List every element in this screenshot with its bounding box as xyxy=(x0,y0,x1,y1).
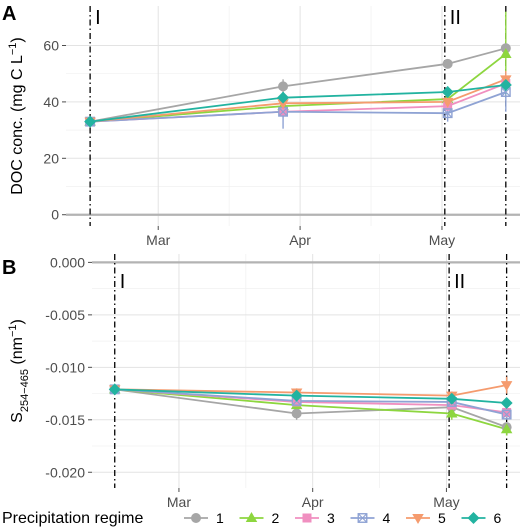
data-point-6 xyxy=(445,392,458,405)
x-tick-label: Apr xyxy=(302,494,324,510)
data-point-4 xyxy=(442,108,453,119)
y-tick-label: 60 xyxy=(43,37,59,53)
y-axis-label: S254−465 (nm−1) xyxy=(7,319,31,423)
y-tick-label: 0 xyxy=(51,207,59,223)
data-point-6 xyxy=(499,78,512,91)
legend-key-marker-3 xyxy=(302,513,312,523)
legend-item-label-4: 4 xyxy=(383,510,391,526)
legend-item-label-3: 3 xyxy=(327,510,335,526)
data-point-6 xyxy=(500,397,513,410)
legend-title: Precipitation regime xyxy=(2,510,144,527)
series-line-5 xyxy=(90,78,507,123)
y-tick-label: -0.015 xyxy=(45,412,85,428)
data-point-5 xyxy=(277,99,289,110)
y-tick-label: -0.005 xyxy=(45,307,85,323)
legend-item-label-2: 2 xyxy=(272,510,280,526)
series-line-4 xyxy=(90,91,507,123)
y-tick-label: 0.000 xyxy=(50,254,85,270)
legend-key-marker-5 xyxy=(412,514,424,524)
y-axis-label-mid: (nm xyxy=(9,337,26,369)
y-axis-label-sup: −1 xyxy=(7,324,19,337)
series-line-1 xyxy=(114,388,507,428)
y-axis-label: DOC conc. (mg C L−1) xyxy=(7,37,26,194)
x-tick-label: May xyxy=(429,232,455,248)
data-point-3 xyxy=(502,407,512,417)
data-point-6 xyxy=(277,91,290,104)
data-point-5 xyxy=(500,381,513,392)
x-tick-label: Mar xyxy=(167,494,191,510)
data-point-2 xyxy=(500,47,512,58)
data-point-2 xyxy=(500,423,513,434)
y-axis-label-sub: 254−465 xyxy=(19,369,31,412)
data-point-3 xyxy=(447,400,457,410)
x-tick-label: May xyxy=(433,494,459,510)
data-point-3 xyxy=(292,397,302,407)
legend-key-marker-4 xyxy=(357,513,368,523)
data-point-1 xyxy=(291,408,302,419)
legend-key-marker-1 xyxy=(191,513,201,523)
x-tick-label: Apr xyxy=(289,232,311,248)
legend-item-label-5: 5 xyxy=(438,510,446,526)
legend-key-marker-2 xyxy=(245,512,258,522)
y-axis-label-close: ) xyxy=(9,319,26,324)
panel-label: B xyxy=(2,257,16,279)
data-point-6 xyxy=(290,389,303,402)
legend: Precipitation regime 1 2 3 4 5 6 xyxy=(2,510,502,527)
data-point-2 xyxy=(446,407,458,418)
data-point-6 xyxy=(441,86,454,99)
data-point-5 xyxy=(441,97,454,108)
panel-label: A xyxy=(2,3,16,25)
y-axis-label-main: DOC conc. (mg C L xyxy=(9,55,26,195)
legend-item-label-6: 6 xyxy=(494,510,502,526)
series-line-4 xyxy=(114,388,507,416)
y-axis-label-sup: −1 xyxy=(7,43,19,56)
legend-item-label-1: 1 xyxy=(216,510,224,526)
y-axis-label-main: S xyxy=(9,412,26,423)
y-tick-label: -0.010 xyxy=(45,359,85,375)
data-point-6 xyxy=(108,383,121,396)
event-label: II xyxy=(454,271,465,293)
y-tick-label: -0.020 xyxy=(45,464,85,480)
event-label: II xyxy=(450,7,461,29)
data-point-6 xyxy=(84,115,97,128)
series-line-5 xyxy=(114,384,507,397)
legend-key-marker-6 xyxy=(467,512,480,524)
data-point-1 xyxy=(278,81,289,92)
series-line-2 xyxy=(114,388,507,431)
y-tick-label: 20 xyxy=(43,150,59,166)
event-label: I xyxy=(120,271,126,293)
y-axis-label-close: ) xyxy=(9,37,26,42)
y-tick-label: 40 xyxy=(43,94,59,110)
data-point-4 xyxy=(501,409,512,420)
series-line-6 xyxy=(114,388,507,404)
x-tick-label: Mar xyxy=(146,232,170,248)
data-point-1 xyxy=(442,58,453,69)
series-line-1 xyxy=(89,47,507,123)
series-line-6 xyxy=(90,84,506,123)
event-label: I xyxy=(95,7,101,29)
